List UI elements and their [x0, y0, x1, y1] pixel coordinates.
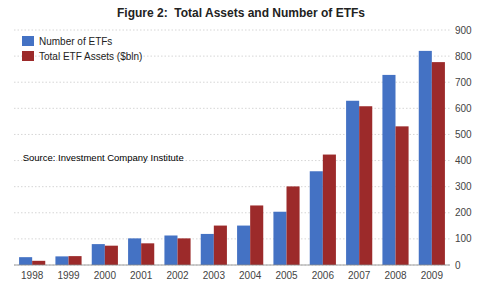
y-tick-label: 900 — [455, 25, 472, 36]
x-tick-label: 2005 — [275, 270, 298, 281]
bars — [19, 51, 445, 265]
legend-label: Total ETF Assets ($bln) — [39, 51, 142, 62]
x-tick-label: 2002 — [166, 270, 189, 281]
x-tick-label: 2004 — [239, 270, 262, 281]
grid-line — [14, 265, 450, 266]
bar — [419, 51, 432, 265]
bar — [92, 244, 105, 265]
x-axis-line — [14, 265, 450, 266]
bar — [237, 226, 250, 265]
x-tick-label: 2009 — [421, 270, 444, 281]
bar — [141, 243, 154, 265]
legend: Number of ETFs Total ETF Assets ($bln) — [22, 36, 142, 62]
bar — [273, 212, 286, 265]
bar — [201, 234, 214, 265]
y-tick-label: 0 — [455, 260, 461, 271]
y-tick-label: 200 — [455, 207, 472, 218]
y-tick-label: 500 — [455, 129, 472, 140]
x-tick-label: 1998 — [21, 270, 44, 281]
bar — [55, 256, 68, 265]
grid — [14, 30, 450, 265]
x-tick-label: 2003 — [203, 270, 226, 281]
legend-label: Number of ETFs — [39, 36, 112, 47]
x-tick-label: 2000 — [94, 270, 117, 281]
bar — [164, 235, 177, 265]
y-tick-label: 600 — [455, 103, 472, 114]
bar — [178, 238, 191, 265]
x-tick-label: 1999 — [57, 270, 80, 281]
title: Figure 2: Total Assets and Number of ETF… — [117, 6, 365, 20]
y-tick-label: 400 — [455, 155, 472, 166]
bar — [432, 62, 445, 265]
bar — [310, 171, 323, 265]
bar — [250, 205, 263, 265]
x-tick-label: 2007 — [348, 270, 371, 281]
y-tick-label: 100 — [455, 233, 472, 244]
y-tick-label: 300 — [455, 181, 472, 192]
bar — [346, 101, 359, 265]
y-tick-label: 800 — [455, 51, 472, 62]
x-tick-label: 2006 — [312, 270, 335, 281]
annotation: Source: Investment Company Institute — [23, 152, 184, 163]
bar — [105, 246, 118, 265]
legend-swatch — [22, 51, 34, 61]
bar — [128, 238, 141, 265]
bar — [214, 226, 227, 265]
bar — [19, 257, 32, 265]
bar — [359, 106, 372, 265]
bar — [69, 256, 82, 265]
chart: Figure 2: Total Assets and Number of ETF… — [0, 0, 482, 289]
y-tick-label: 700 — [455, 77, 472, 88]
x-tick-label: 2008 — [384, 270, 407, 281]
grid-line — [14, 30, 450, 31]
bar — [396, 126, 409, 265]
x-tick-label: 2001 — [130, 270, 153, 281]
bar — [323, 155, 336, 265]
bar — [382, 75, 395, 265]
bar — [32, 261, 45, 265]
legend-swatch — [22, 36, 34, 46]
bar — [287, 186, 300, 265]
